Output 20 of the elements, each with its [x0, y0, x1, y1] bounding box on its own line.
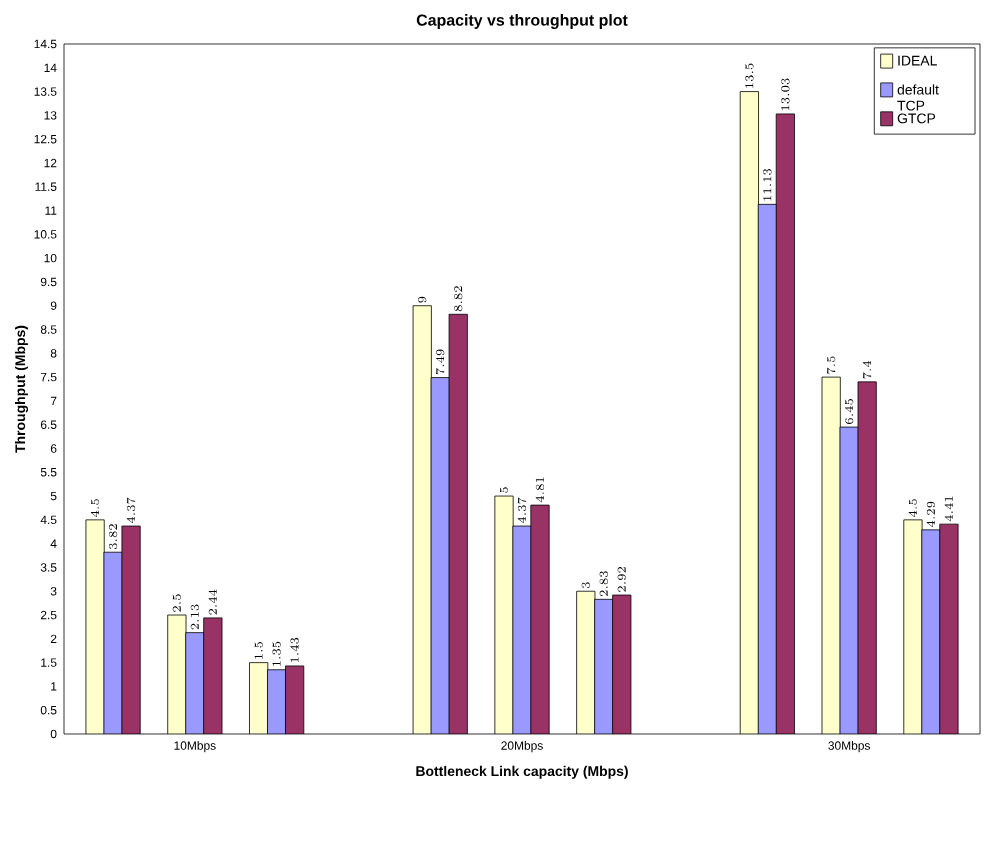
bar	[285, 665, 305, 734]
bar	[121, 525, 141, 734]
bar	[185, 632, 205, 734]
bar	[757, 203, 777, 734]
bar	[594, 598, 614, 734]
bar	[939, 523, 959, 734]
bar	[612, 594, 632, 734]
bar	[530, 504, 550, 734]
bar	[512, 525, 532, 734]
bar	[576, 590, 596, 734]
bar	[921, 529, 941, 734]
bar	[448, 313, 468, 734]
bar	[739, 91, 759, 734]
bar	[903, 519, 923, 734]
bar	[267, 669, 287, 734]
bar	[775, 113, 795, 734]
bar	[857, 381, 877, 734]
bar	[249, 662, 269, 734]
bar	[203, 617, 223, 734]
bar	[167, 614, 187, 734]
